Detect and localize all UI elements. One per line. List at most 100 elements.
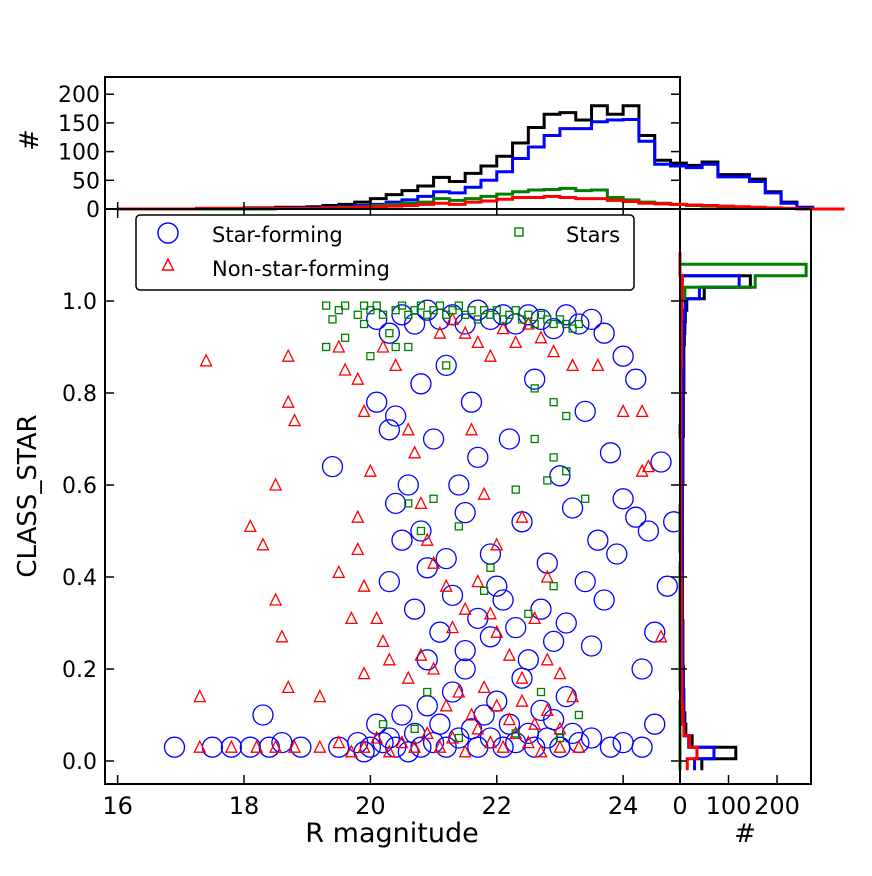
non-star-forming-point [332,564,346,579]
star-forming-point [391,529,413,551]
non-star-forming-point [344,744,358,758]
star-forming-point [631,736,653,758]
star-forming-point [416,299,438,321]
main-ytick-label: 0.0 [62,750,97,775]
non-star-forming-point [458,601,472,615]
main-xtick-label: 18 [229,792,260,820]
stars-point [442,361,451,370]
non-star-forming-point [332,735,346,749]
stars-point [423,310,432,319]
legend-stars-marker [514,227,524,237]
stars-point [353,310,362,319]
star-forming-point [580,308,603,331]
stars-point [328,315,337,324]
star-forming-point [410,520,432,542]
star-forming-point [435,736,457,758]
star-forming-point [580,727,603,749]
stars-point [467,306,476,315]
non-star-forming-point [288,739,302,753]
stars-point [543,315,552,324]
star-forming-point [542,708,565,731]
star-forming-point [542,630,565,653]
star-forming-point [536,552,558,574]
non-star-forming-point [471,721,485,735]
star-forming-point [454,658,476,680]
stars-point [378,720,388,729]
stars-point [429,494,438,503]
non-star-forming-point [616,403,630,418]
non-star-forming-point [540,569,554,583]
non-star-forming-point [199,353,213,367]
stars-point [511,485,520,494]
non-star-forming-point [420,725,434,740]
top-hist-all [117,104,845,211]
star-forming-point [536,727,558,749]
star-forming-point [403,598,426,620]
right-hist-star-forming [678,252,741,771]
main-ytick-label: 0.8 [62,382,97,407]
stars-point [498,315,508,324]
star-forming-point [454,501,476,524]
stars-point [454,522,463,531]
stars-point [530,434,539,444]
stars-point [555,733,565,743]
non-star-forming-point [269,592,283,606]
stars-point [562,467,571,476]
non-star-forming-point [414,647,428,661]
stars-point [505,310,514,319]
star-forming-point [505,313,527,335]
non-star-forming-point [464,422,479,436]
non-star-forming-point [572,739,586,753]
top-histogram-ylabel: # [15,129,45,151]
right-xtick-label: 100 [706,792,752,820]
stars-point [391,342,400,352]
top-ytick-label: 150 [58,112,100,137]
right-histogram-frame [679,208,812,785]
stars-point [410,306,419,315]
stars-point [524,609,533,618]
non-star-forming-point [477,486,491,500]
right-hist-stars [678,252,808,771]
non-star-forming-point [344,610,358,625]
star-forming-point [517,304,540,326]
top-ytick-label: 200 [58,83,100,108]
star-forming-point [612,345,634,367]
star-forming-point [385,492,407,515]
non-star-forming-point [370,610,384,625]
stars-point [562,319,571,329]
non-star-forming-point [420,532,434,546]
main-xtick-label: 16 [102,792,133,820]
star-forming-point [555,304,577,326]
non-star-forming-point [382,652,396,666]
non-star-forming-point [502,712,516,726]
stars-point [524,310,533,319]
stars-point [397,301,407,310]
star-forming-point [517,722,540,745]
star-forming-point [479,308,502,331]
legend-non-star-forming-marker [161,257,175,271]
stars-point [334,306,343,315]
star-forming-point [656,575,679,597]
stars-point [404,499,413,508]
star-forming-point [574,400,596,423]
star-forming-point [479,543,502,565]
non-star-forming-point [553,739,567,753]
star-forming-point [593,589,615,611]
stars-point [536,687,546,697]
star-forming-point [473,704,495,726]
stars-point [378,310,388,319]
star-forming-point [252,704,274,726]
stars-point [359,319,369,329]
stars-point [448,306,457,315]
non-star-forming-point [471,574,485,588]
non-star-forming-point [540,702,554,717]
star-forming-point [650,451,672,473]
stars-point [423,687,432,697]
stars-point [517,315,527,324]
stars-point [416,301,426,310]
main-scatter-panel: 16 18 20 22 24 0.0 0.2 0.4 0.6 0.8 1.0 R magnitude… [13,208,681,849]
star-forming-point [492,589,514,611]
star-forming-point [555,612,577,634]
stars-point [372,301,381,310]
stars-point [562,411,571,421]
